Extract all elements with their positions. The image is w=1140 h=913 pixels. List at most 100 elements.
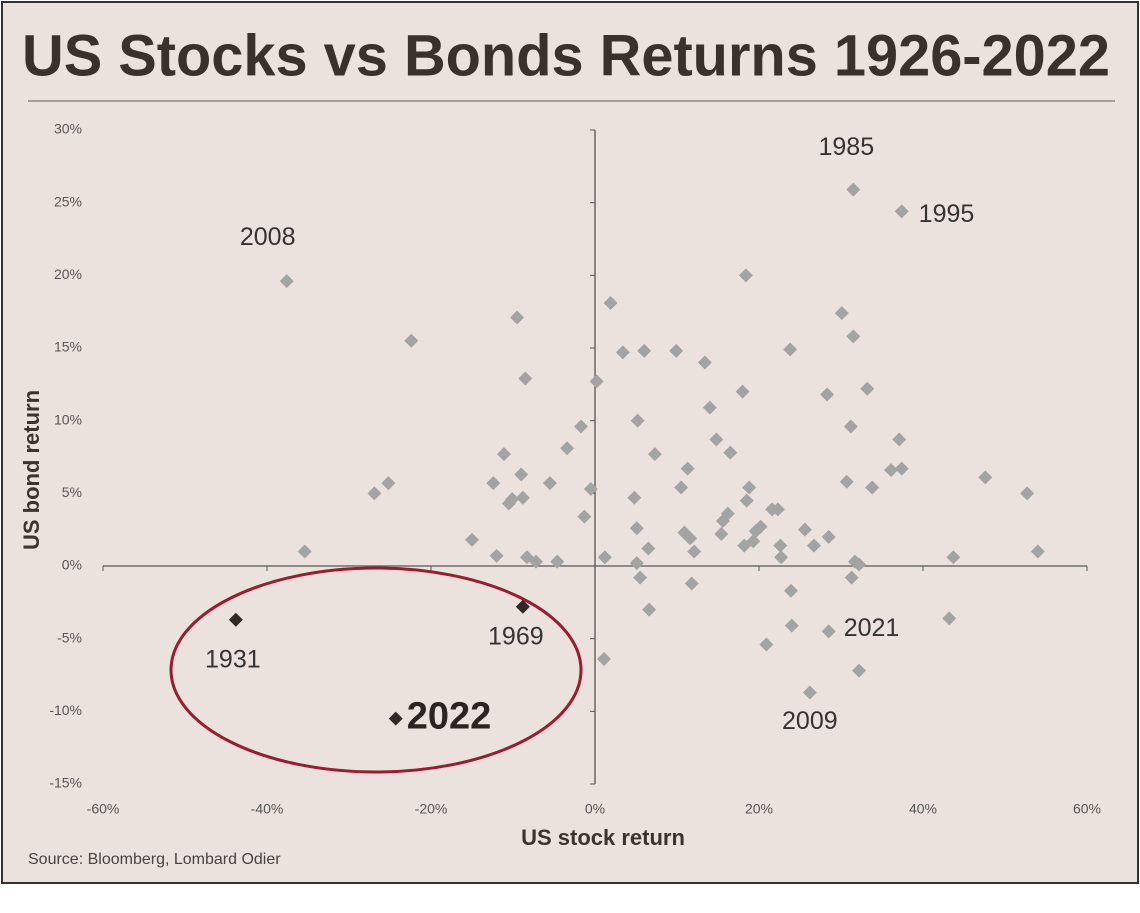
y-tick-label: 5%: [62, 484, 82, 500]
point: [550, 554, 565, 569]
point: [884, 463, 899, 478]
point: [844, 570, 859, 585]
point: [774, 550, 789, 565]
point: [1030, 544, 1045, 559]
point: [388, 711, 403, 726]
point-label: 2008: [240, 223, 296, 251]
point: [834, 306, 849, 321]
y-tick-label: 20%: [54, 266, 82, 282]
point: [684, 576, 699, 591]
point: [702, 400, 717, 415]
x-tick-label: 0%: [585, 801, 605, 817]
point: [505, 492, 520, 507]
point: [603, 295, 618, 310]
point: [860, 381, 875, 396]
point: [228, 612, 243, 627]
point-label: 1995: [919, 200, 975, 228]
point: [279, 274, 294, 289]
point: [820, 387, 835, 402]
point: [674, 480, 689, 495]
point: [629, 521, 644, 536]
y-tick-label: -15%: [49, 775, 82, 791]
point: [852, 663, 867, 678]
x-tick-label: -20%: [415, 801, 448, 817]
point: [630, 413, 645, 428]
point: [894, 204, 909, 219]
y-axis-title: US bond return: [19, 390, 44, 550]
y-tick-label: 10%: [54, 411, 82, 427]
point: [714, 527, 729, 542]
point: [489, 548, 504, 563]
frame: [1, 1, 1139, 884]
point: [753, 519, 768, 534]
point: [381, 476, 396, 491]
point: [892, 432, 907, 447]
point: [641, 541, 656, 556]
point: [846, 182, 861, 197]
source-note: Source: Bloomberg, Lombard Odier: [28, 851, 281, 868]
point: [510, 310, 525, 325]
point: [680, 461, 695, 476]
point: [843, 419, 858, 434]
point: [802, 685, 817, 700]
point: [742, 480, 757, 495]
point: [486, 476, 501, 491]
point: [852, 557, 867, 572]
point: [683, 531, 698, 546]
point: [367, 486, 382, 501]
point: [589, 374, 604, 389]
point: [629, 556, 644, 571]
x-tick-label: 20%: [745, 801, 773, 817]
point: [637, 343, 652, 358]
point: [735, 384, 750, 399]
point: [515, 599, 530, 614]
y-tick-label: 15%: [54, 339, 82, 355]
point: [723, 445, 738, 460]
y-tick-label: -5%: [57, 629, 82, 645]
point: [597, 550, 612, 565]
point: [627, 490, 642, 505]
point: [894, 461, 909, 476]
y-tick-label: 30%: [54, 121, 82, 137]
point: [942, 611, 957, 626]
point-label: 1969: [488, 622, 544, 650]
point: [642, 602, 657, 617]
y-tick-label: 25%: [54, 193, 82, 209]
point-label: 2009: [782, 707, 838, 735]
point: [709, 432, 724, 447]
point: [687, 544, 702, 559]
point: [739, 493, 754, 508]
point: [759, 637, 774, 652]
point: [515, 490, 530, 505]
point: [821, 624, 836, 639]
point: [697, 355, 712, 370]
point: [528, 554, 543, 569]
point: [773, 538, 788, 553]
point: [720, 506, 735, 521]
point: [465, 532, 479, 547]
point: [865, 480, 880, 495]
point: [501, 496, 516, 511]
point: [978, 470, 993, 485]
point: [597, 652, 612, 667]
point: [738, 268, 753, 283]
point: [560, 441, 575, 456]
point: [297, 544, 312, 559]
point: [514, 467, 529, 482]
point-label: 1985: [818, 133, 874, 161]
point: [633, 570, 648, 585]
point-label: 2021: [844, 614, 900, 642]
point: [797, 522, 812, 537]
chart-title: US Stocks vs Bonds Returns 1926-2022: [22, 23, 1110, 88]
point: [946, 550, 961, 565]
point: [496, 447, 511, 462]
x-tick-label: 40%: [909, 801, 937, 817]
point: [839, 474, 854, 489]
point: [783, 583, 798, 598]
y-tick-label: -10%: [49, 702, 82, 718]
point-label: 2022: [407, 696, 492, 738]
point: [821, 529, 836, 544]
point: [783, 342, 798, 357]
